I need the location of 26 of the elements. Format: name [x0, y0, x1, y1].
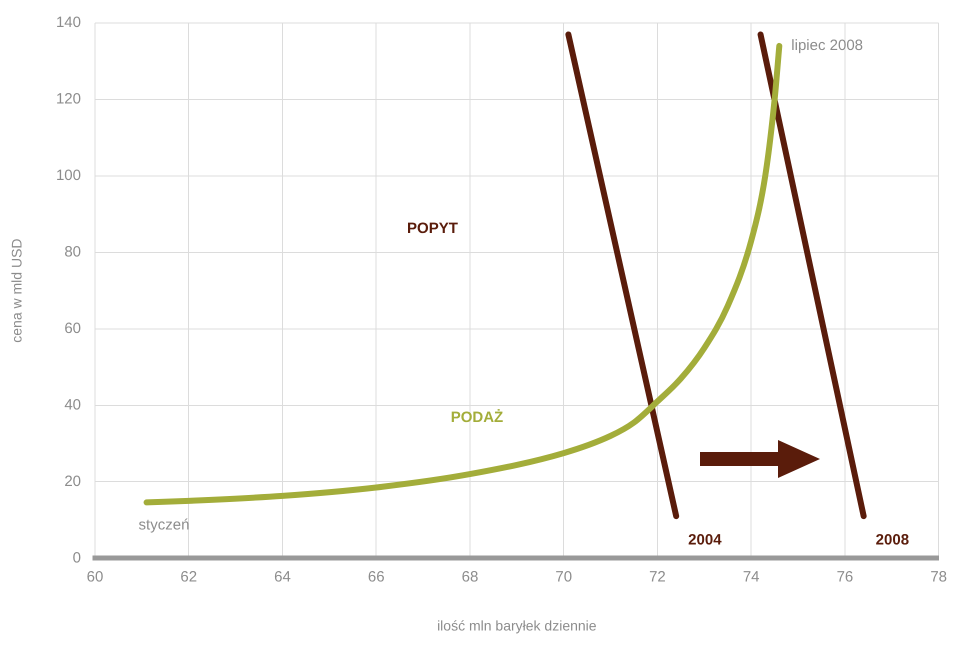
- annotation: POPYT: [407, 220, 458, 238]
- y-tick-label: 20: [64, 472, 81, 490]
- annotation: lipiec 2008: [791, 37, 864, 54]
- x-tick-label: 72: [649, 568, 666, 586]
- x-tick-label: 74: [742, 568, 760, 586]
- y-tick-label: 60: [64, 320, 81, 337]
- text: PODAŻ: [450, 409, 504, 426]
- x-tick-label: 62: [180, 568, 198, 586]
- x-tick-label: 78: [930, 568, 947, 586]
- x-axis-title: ilość mln baryłek dziennie: [437, 617, 597, 634]
- x-tick-label: 66: [368, 568, 385, 586]
- y-tick-label: 80: [64, 244, 81, 261]
- series-label: 2008: [876, 531, 910, 548]
- x-tick-label: 60: [86, 568, 104, 586]
- y-tick-label: 120: [56, 90, 81, 108]
- annotation: styczeń: [138, 516, 190, 534]
- y-axis-title: cena w mld USD: [8, 238, 24, 343]
- x-tick-label: 70: [555, 568, 572, 586]
- y-tick-label: 140: [56, 14, 81, 32]
- series-label: 2004: [688, 531, 722, 548]
- x-tick-label: 68: [462, 568, 478, 586]
- x-tick-label: 76: [836, 568, 854, 586]
- y-tick-label: 0: [72, 549, 81, 566]
- y-tick-label: 40: [64, 396, 81, 414]
- y-tick-label: 100: [56, 167, 81, 184]
- x-tick-label: 64: [274, 568, 291, 586]
